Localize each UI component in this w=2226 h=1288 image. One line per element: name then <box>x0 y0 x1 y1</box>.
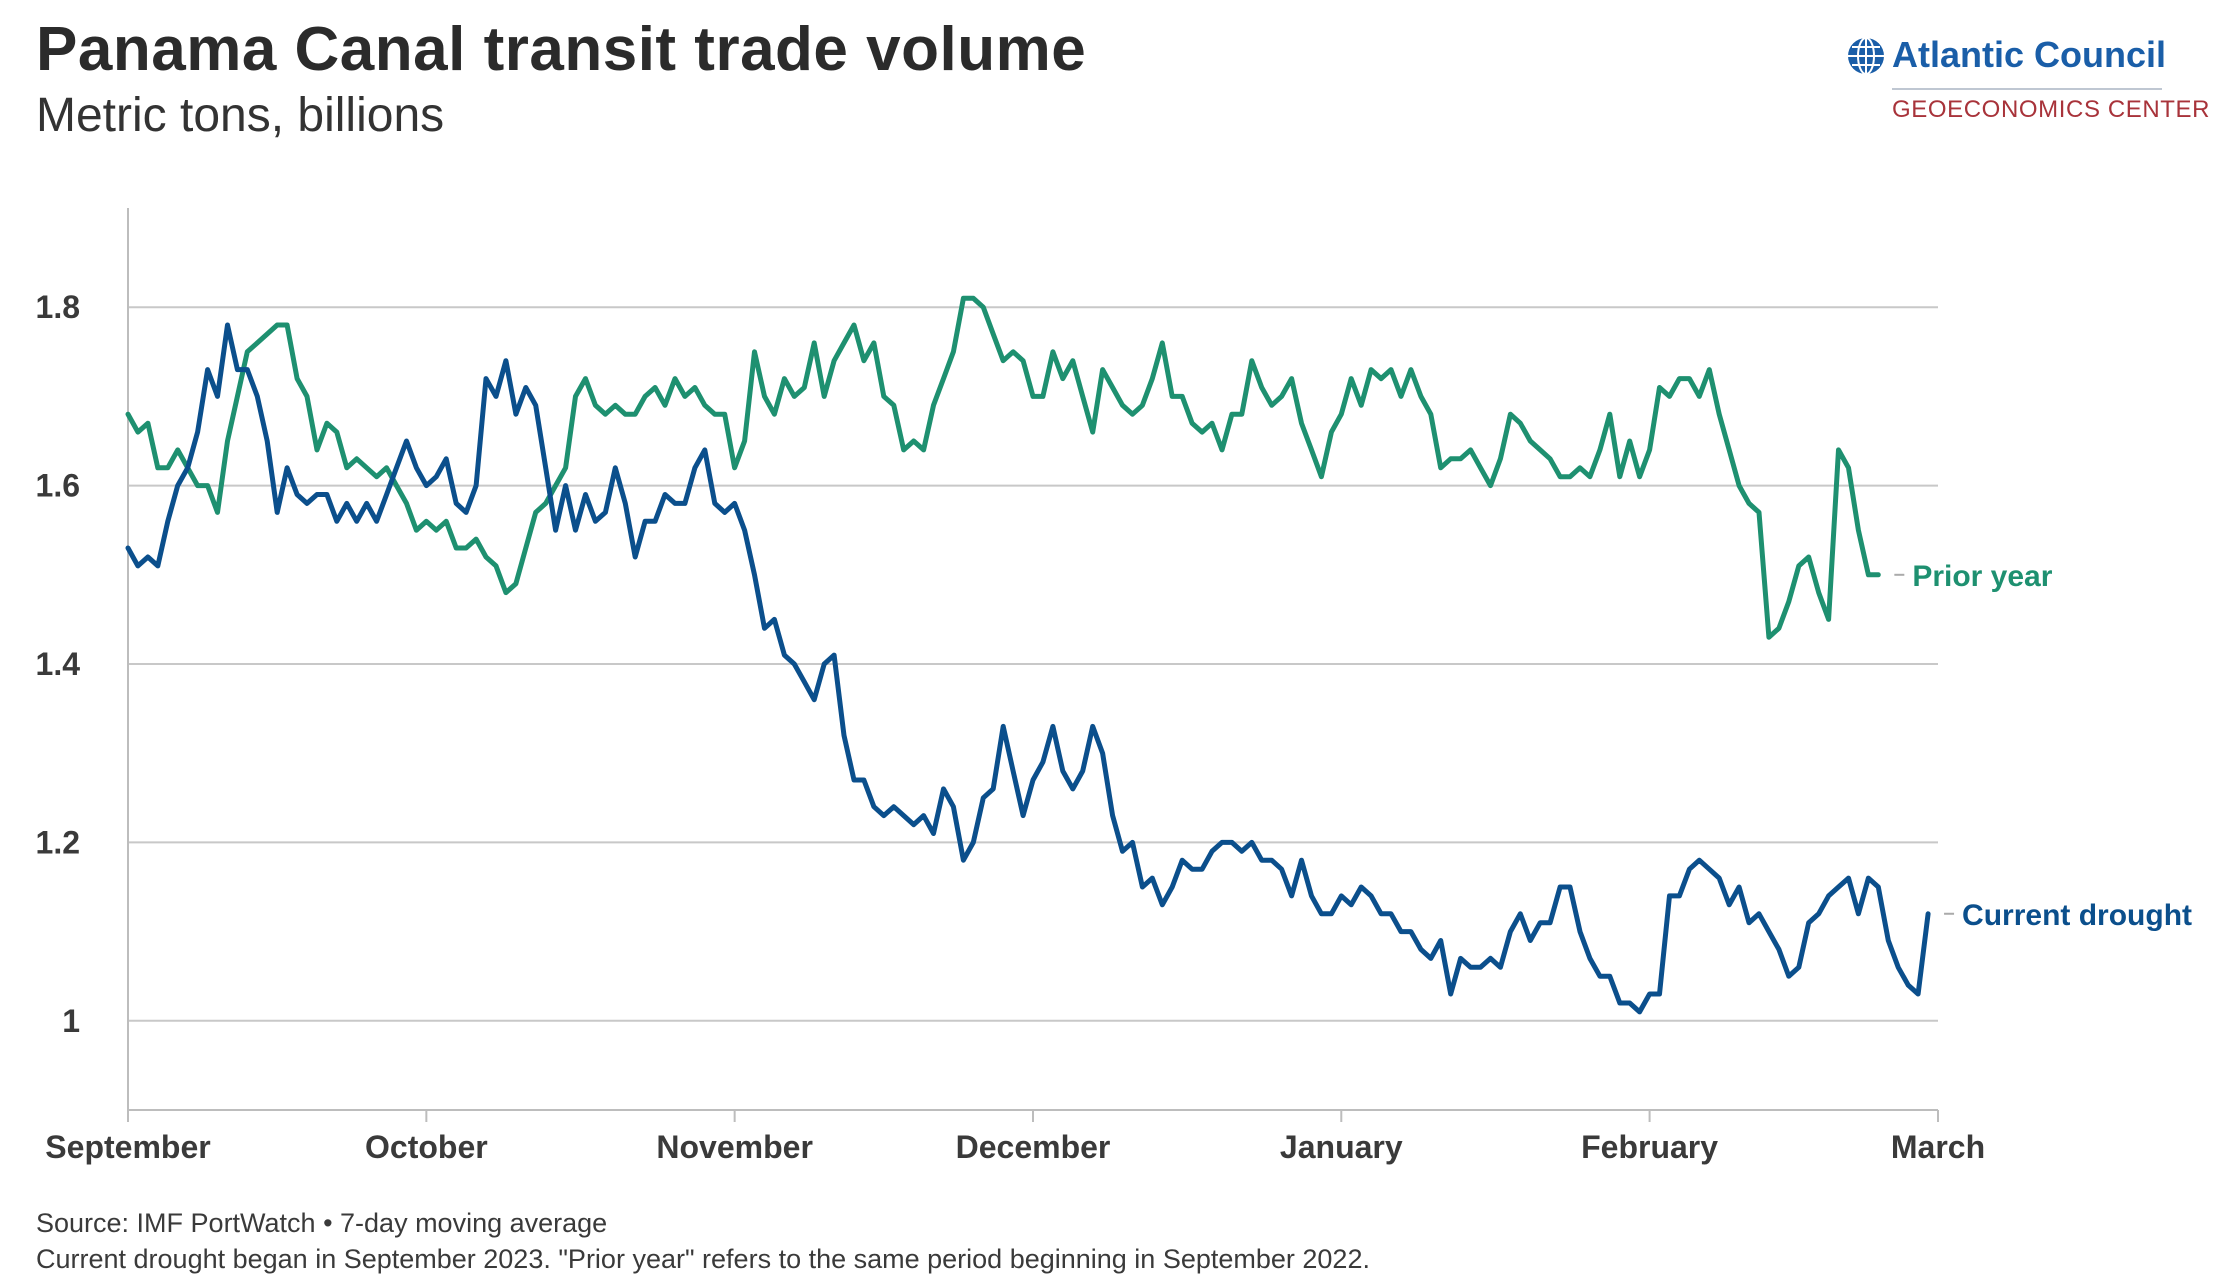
series-labels: Prior year Current drought <box>1894 560 2192 932</box>
x-tick-label: January <box>1280 1129 1403 1165</box>
y-axis-ticks: 1 1.2 1.4 1.6 1.8 <box>36 289 81 1039</box>
y-tick-label: 1.4 <box>36 646 81 682</box>
x-tick-label: November <box>656 1129 813 1165</box>
logo-name: Atlantic Council <box>1892 34 2167 75</box>
footnote: Current drought began in September 2023.… <box>36 1244 1370 1274</box>
y-tick-label: 1.2 <box>36 824 80 860</box>
series-label-current-drought: Current drought <box>1962 899 2192 932</box>
source-note: Source: IMF PortWatch • 7-day moving ave… <box>36 1208 608 1238</box>
globe-icon <box>1848 37 1884 75</box>
line-chart: 1 1.2 1.4 1.6 1.8 September October November De… <box>36 208 2192 1165</box>
axes <box>127 208 1938 1111</box>
logo-center-name: GEOECONOMICS CENTER <box>1892 96 2211 123</box>
logo-divider <box>1892 88 2162 90</box>
x-tick-label: February <box>1581 1129 1718 1165</box>
x-tick-label: September <box>45 1129 210 1165</box>
y-tick-label: 1.8 <box>36 289 80 325</box>
x-tick-label: December <box>956 1129 1111 1165</box>
atlantic-council-logo: Atlantic Council GEOECONOMICS CENTER <box>1846 30 2209 140</box>
y-tick-label: 1 <box>62 1003 80 1039</box>
series-lines <box>125 295 1931 1015</box>
series-label-prior-year: Prior year <box>1912 560 2052 593</box>
x-tick-label: October <box>365 1129 488 1165</box>
x-axis-ticks: September October November December January F… <box>45 1110 1985 1165</box>
y-tick-label: 1.6 <box>36 468 80 504</box>
chart-title: Panama Canal transit trade volume <box>36 15 1087 84</box>
x-tick-label: March <box>1891 1129 1985 1165</box>
series-line-current-drought <box>125 322 1931 1015</box>
series-line-prior-year <box>125 295 1881 640</box>
chart-subtitle: Metric tons, billions <box>36 89 445 142</box>
